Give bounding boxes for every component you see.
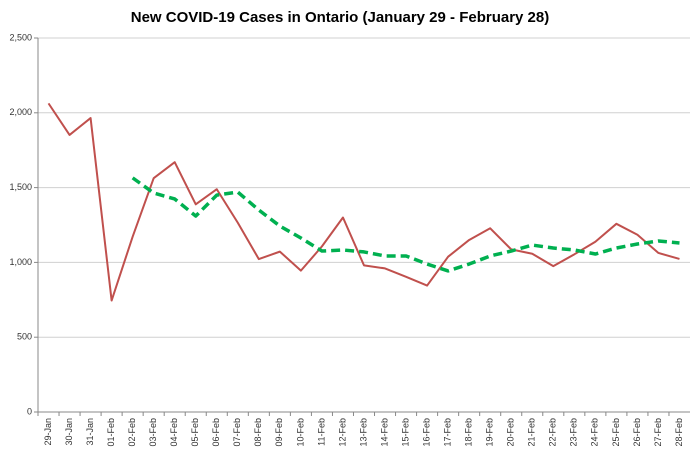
x-tick-label: 16-Feb bbox=[421, 418, 431, 447]
x-tick-label: 31-Jan bbox=[85, 418, 95, 446]
x-tick-label: 21-Feb bbox=[527, 418, 537, 447]
chart-title: New COVID-19 Cases in Ontario (January 2… bbox=[131, 9, 549, 26]
y-tick-label: 2,000 bbox=[9, 107, 32, 117]
x-tick-label: 28-Feb bbox=[674, 418, 684, 447]
x-tick-label: 10-Feb bbox=[295, 418, 305, 447]
x-tick-label: 18-Feb bbox=[464, 418, 474, 447]
x-tick-label: 13-Feb bbox=[358, 418, 368, 447]
x-tick-label: 27-Feb bbox=[653, 418, 663, 447]
x-tick-label: 29-Jan bbox=[43, 418, 53, 446]
x-tick-label: 11-Feb bbox=[316, 418, 326, 446]
x-tick-label: 23-Feb bbox=[569, 418, 579, 447]
x-tick-label: 06-Feb bbox=[211, 418, 221, 447]
x-tick-label: 26-Feb bbox=[632, 418, 642, 447]
x-tick-label: 02-Feb bbox=[127, 418, 137, 447]
x-tick-label: 09-Feb bbox=[274, 418, 284, 447]
y-tick-label: 1,000 bbox=[9, 257, 32, 267]
x-tick-label: 24-Feb bbox=[590, 418, 600, 447]
x-tick-label: 05-Feb bbox=[190, 418, 200, 447]
x-tick-label: 07-Feb bbox=[232, 418, 242, 447]
y-tick-label: 500 bbox=[17, 332, 32, 342]
x-tick-label: 19-Feb bbox=[485, 418, 495, 447]
series-line bbox=[131, 176, 680, 273]
x-tick-label: 14-Feb bbox=[379, 418, 389, 447]
x-tick-label: 17-Feb bbox=[443, 418, 453, 447]
x-tick-label: 01-Feb bbox=[106, 418, 116, 447]
x-tick-label: 15-Feb bbox=[400, 418, 410, 447]
y-tick-label: 0 bbox=[27, 406, 32, 416]
x-tick-label: 20-Feb bbox=[506, 418, 516, 447]
x-tick-label: 12-Feb bbox=[337, 418, 347, 447]
x-tick-label: 30-Jan bbox=[64, 418, 74, 446]
x-tick-label: 22-Feb bbox=[548, 418, 558, 447]
x-tick-label: 25-Feb bbox=[611, 418, 621, 447]
x-tick-label: 04-Feb bbox=[169, 418, 179, 447]
x-tick-label: 08-Feb bbox=[253, 418, 263, 447]
y-tick-label: 2,500 bbox=[9, 32, 32, 42]
x-tick-label: 03-Feb bbox=[148, 418, 158, 447]
y-tick-label: 1,500 bbox=[9, 182, 32, 192]
series-line bbox=[47, 102, 680, 302]
